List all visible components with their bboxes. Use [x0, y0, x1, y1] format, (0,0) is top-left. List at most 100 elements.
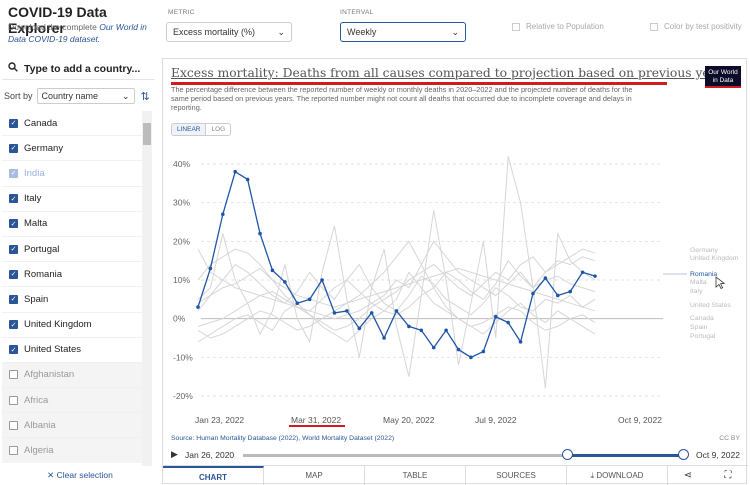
title-highlight-underline [171, 82, 667, 85]
tab-map[interactable]: MAP [264, 466, 365, 485]
checkbox-icon[interactable]: ✓ [9, 345, 18, 355]
sort-row: Sort by Country name ⌄ ⇅ [4, 87, 156, 105]
timeline-start-date: Jan 26, 2020 [185, 450, 235, 460]
timeline-end-handle[interactable] [678, 449, 689, 460]
data-point [345, 309, 349, 313]
checkbox-icon[interactable] [9, 446, 18, 456]
scale-linear-button[interactable]: LINEAR [172, 124, 207, 135]
country-item[interactable]: Albania [2, 413, 142, 439]
data-point [469, 355, 473, 360]
country-label: Albania [24, 419, 56, 431]
line-chart: 40% 30% 20% 10% 0% -10% -20% Jan 23, 2022 Mar 31… [173, 156, 739, 427]
country-selector-panel: COVID-19 Data Explorer Download the comp… [0, 0, 160, 485]
data-point [258, 231, 262, 236]
clear-selection-button[interactable]: ✕ Clear selection [47, 470, 113, 480]
sort-direction-icon[interactable]: ⇅ [140, 90, 150, 103]
data-point [493, 314, 498, 319]
y-tick-label: 10% [173, 275, 190, 285]
y-tick-label: 40% [173, 159, 190, 169]
data-point [382, 336, 386, 340]
country-item[interactable]: ✓ India [2, 161, 142, 187]
data-point [307, 297, 312, 302]
country-item[interactable]: ✓ Malta [2, 212, 142, 237]
country-item[interactable]: Algeria [2, 438, 142, 463]
country-item[interactable]: ✓ United Kingdom [2, 313, 142, 338]
data-point [221, 212, 225, 217]
legend-label: Romania [690, 271, 717, 278]
chart-source[interactable]: Source: Human Mortality Database (2022),… [171, 435, 395, 442]
series-line-united-states [197, 248, 596, 312]
color-by-test-positivity-checkbox[interactable]: Color by test positivity [650, 22, 742, 31]
scale-toggle[interactable]: LINEAR LOG [171, 123, 232, 136]
country-item[interactable]: ✓ Italy [2, 187, 142, 212]
y-tick-label: 20% [173, 236, 190, 246]
dataset-link[interactable]: Our World in Data [8, 22, 147, 44]
data-point [518, 340, 523, 344]
country-item[interactable]: ✓ Canada [2, 111, 142, 137]
chart-subtitle: The percentage difference between the re… [171, 85, 633, 112]
checkbox-icon[interactable]: ✓ [9, 168, 18, 178]
data-point [332, 311, 337, 315]
checkbox-icon[interactable]: ✓ [9, 118, 18, 128]
controls-bar: METRIC Excess mortality (%) ⌄ INTERVAL W… [160, 0, 750, 50]
chevron-down-icon: ⌄ [121, 90, 130, 101]
country-item[interactable]: ✓ Romania [2, 262, 142, 288]
play-icon[interactable]: ▶ [171, 449, 178, 459]
x-tick-label: Mar 31, 2022 [291, 415, 341, 425]
owid-logo[interactable]: Our World in Data [705, 66, 741, 88]
tab-sources[interactable]: SOURCES [466, 466, 567, 485]
checkbox-icon[interactable]: ✓ [9, 194, 18, 204]
metric-select[interactable]: Excess mortality (%) ⌄ [166, 22, 292, 42]
country-list-scrollbar[interactable] [142, 111, 152, 466]
fullscreen-icon[interactable]: ⛶ [724, 470, 732, 481]
data-point [208, 266, 213, 271]
timeline-selected-range [568, 454, 684, 457]
scale-log-button[interactable]: LOG [211, 126, 226, 133]
tab-chart[interactable]: CHART [163, 466, 264, 485]
x-tick-label: Jul 9, 2022 [475, 415, 517, 425]
country-item[interactable]: Afghanistan [2, 362, 142, 389]
checkbox-icon[interactable]: ✓ [9, 269, 18, 279]
interval-select[interactable]: Weekly ⌄ [340, 22, 466, 42]
timeline-start-handle[interactable] [562, 449, 573, 460]
country-item[interactable]: ✓ Spain [2, 287, 142, 313]
chevron-down-icon: ⌄ [451, 26, 459, 37]
relative-to-population-checkbox[interactable]: Relative to Population [512, 22, 604, 31]
checkbox-icon[interactable] [9, 370, 18, 380]
data-point [369, 311, 374, 315]
app-title: COVID-19 Data Explorer [8, 4, 107, 36]
series-line-italy [197, 240, 596, 320]
checkbox-icon[interactable]: ✓ [9, 294, 18, 304]
tab-download[interactable]: ⤓ DOWNLOAD [567, 466, 668, 485]
tab-table[interactable]: TABLE [365, 466, 466, 485]
country-item[interactable]: ✓ Germany [2, 136, 142, 162]
country-item[interactable]: Africa [2, 388, 142, 414]
checkbox-icon[interactable] [9, 420, 18, 430]
legend-label: Italy [690, 288, 703, 295]
checkbox-icon[interactable]: ✓ [9, 320, 18, 330]
view-tabs: CHART MAP TABLE SOURCES ⤓ DOWNLOAD ⋖ ⛶ [163, 465, 748, 485]
data-point [543, 276, 548, 280]
checkbox-icon[interactable]: ✓ [9, 143, 18, 153]
timeline: ▶ Jan 26, 2020 Oct 9, 2022 [171, 447, 746, 463]
license-label[interactable]: CC BY [719, 435, 740, 442]
timeline-end-date: Oct 9, 2022 [696, 450, 740, 460]
country-label: Spain [24, 293, 49, 305]
legend-label: Germany [690, 247, 719, 254]
country-list: ✓ Canada ✓ Germany ✓ India ✓ Italy ✓ Malta ✓ Portug… [2, 111, 142, 463]
country-label: Canada [24, 117, 58, 129]
country-label: Afghanistan [24, 369, 75, 381]
sort-select[interactable]: Country name ⌄ [36, 88, 135, 104]
country-item[interactable]: ✓ Portugal [2, 237, 142, 263]
data-point [196, 305, 200, 309]
share-icon[interactable]: ⋖ [683, 470, 693, 481]
timeline-track[interactable] [243, 454, 683, 457]
checkbox-icon[interactable]: ✓ [9, 244, 18, 254]
country-item[interactable]: ✓ United States [2, 338, 142, 363]
data-point [320, 278, 324, 282]
checkbox-icon[interactable]: ✓ [9, 219, 18, 229]
country-search-input[interactable]: Type to add a country... [2, 58, 155, 80]
scrollbar-thumb[interactable] [143, 123, 151, 145]
download-icon: ⤓ [590, 471, 597, 480]
checkbox-icon[interactable] [9, 395, 18, 405]
